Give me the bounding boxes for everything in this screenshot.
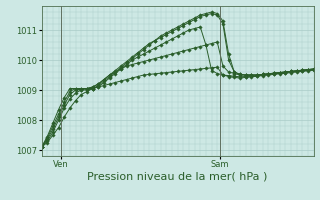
- X-axis label: Pression niveau de la mer( hPa ): Pression niveau de la mer( hPa ): [87, 172, 268, 182]
